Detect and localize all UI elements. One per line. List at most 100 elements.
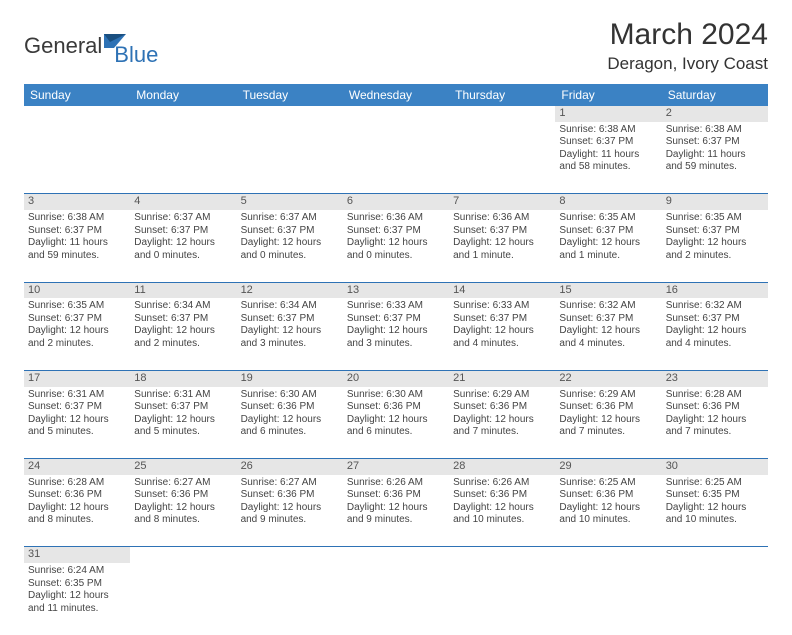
daynum-cell xyxy=(130,547,236,563)
day-number: 22 xyxy=(559,372,571,384)
daynum-cell: 26 xyxy=(237,459,343,475)
daynum-cell: 13 xyxy=(343,282,449,298)
day-cell: Sunrise: 6:36 AMSunset: 6:37 PMDaylight:… xyxy=(449,210,555,282)
daynum-cell: 6 xyxy=(343,194,449,210)
daynum-cell: 2 xyxy=(662,106,768,122)
sunset-text: Sunset: 6:37 PM xyxy=(347,313,445,326)
sunset-text: Sunset: 6:37 PM xyxy=(134,313,232,326)
day-number: 31 xyxy=(28,548,40,560)
sunrise-text: Sunrise: 6:30 AM xyxy=(241,389,339,402)
daylight-text: Daylight: 12 hours and 4 minutes. xyxy=(453,325,551,350)
day-cell: Sunrise: 6:31 AMSunset: 6:37 PMDaylight:… xyxy=(24,387,130,459)
daynum-cell: 15 xyxy=(555,282,661,298)
col-friday: Friday xyxy=(555,84,661,106)
daynum-cell xyxy=(130,106,236,122)
sunrise-text: Sunrise: 6:28 AM xyxy=(28,477,126,490)
sunrise-text: Sunrise: 6:36 AM xyxy=(453,212,551,225)
sunset-text: Sunset: 6:37 PM xyxy=(347,225,445,238)
sunset-text: Sunset: 6:37 PM xyxy=(453,313,551,326)
day-cell: Sunrise: 6:25 AMSunset: 6:35 PMDaylight:… xyxy=(662,475,768,547)
day-cell: Sunrise: 6:33 AMSunset: 6:37 PMDaylight:… xyxy=(343,298,449,370)
sunrise-text: Sunrise: 6:31 AM xyxy=(134,389,232,402)
day-cell xyxy=(343,122,449,194)
sunset-text: Sunset: 6:36 PM xyxy=(347,401,445,414)
day-number: 27 xyxy=(347,460,359,472)
daynum-cell: 14 xyxy=(449,282,555,298)
daylight-text: Daylight: 12 hours and 3 minutes. xyxy=(347,325,445,350)
daylight-text: Daylight: 12 hours and 10 minutes. xyxy=(453,502,551,527)
daynum-row: 10111213141516 xyxy=(24,282,768,298)
sunrise-text: Sunrise: 6:38 AM xyxy=(559,124,657,137)
daylight-text: Daylight: 12 hours and 7 minutes. xyxy=(559,414,657,439)
col-wednesday: Wednesday xyxy=(343,84,449,106)
location: Deragon, Ivory Coast xyxy=(607,54,768,74)
day-cell: Sunrise: 6:28 AMSunset: 6:36 PMDaylight:… xyxy=(24,475,130,547)
daynum-cell: 8 xyxy=(555,194,661,210)
daylight-text: Daylight: 12 hours and 7 minutes. xyxy=(453,414,551,439)
sunrise-text: Sunrise: 6:26 AM xyxy=(347,477,445,490)
sunset-text: Sunset: 6:37 PM xyxy=(559,136,657,149)
day-number: 9 xyxy=(666,195,672,207)
day-cell: Sunrise: 6:38 AMSunset: 6:37 PMDaylight:… xyxy=(24,210,130,282)
sunrise-text: Sunrise: 6:37 AM xyxy=(241,212,339,225)
day-number: 29 xyxy=(559,460,571,472)
week-row: Sunrise: 6:38 AMSunset: 6:37 PMDaylight:… xyxy=(24,122,768,194)
day-number: 4 xyxy=(134,195,140,207)
daynum-row: 31 xyxy=(24,547,768,563)
daylight-text: Daylight: 12 hours and 10 minutes. xyxy=(559,502,657,527)
daynum-cell xyxy=(449,106,555,122)
day-number: 21 xyxy=(453,372,465,384)
day-cell: Sunrise: 6:31 AMSunset: 6:37 PMDaylight:… xyxy=(130,387,236,459)
week-row: Sunrise: 6:35 AMSunset: 6:37 PMDaylight:… xyxy=(24,298,768,370)
sunrise-text: Sunrise: 6:35 AM xyxy=(28,300,126,313)
daynum-cell: 1 xyxy=(555,106,661,122)
sunrise-text: Sunrise: 6:37 AM xyxy=(134,212,232,225)
daylight-text: Daylight: 12 hours and 2 minutes. xyxy=(28,325,126,350)
daylight-text: Daylight: 12 hours and 4 minutes. xyxy=(666,325,764,350)
daynum-cell: 28 xyxy=(449,459,555,475)
daynum-row: 12 xyxy=(24,106,768,122)
daynum-cell xyxy=(24,106,130,122)
day-cell: Sunrise: 6:34 AMSunset: 6:37 PMDaylight:… xyxy=(237,298,343,370)
day-cell: Sunrise: 6:33 AMSunset: 6:37 PMDaylight:… xyxy=(449,298,555,370)
day-cell: Sunrise: 6:32 AMSunset: 6:37 PMDaylight:… xyxy=(662,298,768,370)
sunset-text: Sunset: 6:36 PM xyxy=(28,489,126,502)
daynum-cell xyxy=(662,547,768,563)
day-cell xyxy=(449,122,555,194)
sunset-text: Sunset: 6:35 PM xyxy=(666,489,764,502)
daylight-text: Daylight: 12 hours and 1 minute. xyxy=(453,237,551,262)
daylight-text: Daylight: 12 hours and 0 minutes. xyxy=(241,237,339,262)
daynum-cell: 4 xyxy=(130,194,236,210)
daylight-text: Daylight: 12 hours and 8 minutes. xyxy=(134,502,232,527)
sunrise-text: Sunrise: 6:27 AM xyxy=(241,477,339,490)
sunset-text: Sunset: 6:35 PM xyxy=(28,578,126,591)
daynum-cell: 22 xyxy=(555,370,661,386)
day-number: 5 xyxy=(241,195,247,207)
sunrise-text: Sunrise: 6:34 AM xyxy=(134,300,232,313)
title-block: March 2024 Deragon, Ivory Coast xyxy=(607,18,768,74)
day-cell: Sunrise: 6:38 AMSunset: 6:37 PMDaylight:… xyxy=(662,122,768,194)
daylight-text: Daylight: 12 hours and 5 minutes. xyxy=(134,414,232,439)
week-row: Sunrise: 6:28 AMSunset: 6:36 PM Daylight:… xyxy=(24,475,768,547)
sunrise-text: Sunrise: 6:28 AM xyxy=(666,389,764,402)
day-cell: Sunrise: 6:27 AMSunset: 6:36 PMDaylight:… xyxy=(237,475,343,547)
day-number: 25 xyxy=(134,460,146,472)
daynum-cell: 19 xyxy=(237,370,343,386)
daynum-row: 24252627282930 xyxy=(24,459,768,475)
day-cell: Sunrise: 6:35 AMSunset: 6:37 PMDaylight:… xyxy=(24,298,130,370)
sunset-text: Sunset: 6:37 PM xyxy=(666,136,764,149)
logo-text-blue: Blue xyxy=(114,42,158,68)
day-cell xyxy=(24,122,130,194)
day-cell: Sunrise: 6:35 AMSunset: 6:37 PMDaylight:… xyxy=(662,210,768,282)
daynum-cell xyxy=(237,547,343,563)
logo-text-general: General xyxy=(24,33,102,59)
header: General Blue March 2024 Deragon, Ivory C… xyxy=(24,18,768,74)
day-number: 12 xyxy=(241,284,253,296)
daylight-text: Daylight: 11 hours and 58 minutes. xyxy=(559,149,657,174)
daynum-cell: 10 xyxy=(24,282,130,298)
week-row: Sunrise: 6:31 AMSunset: 6:37 PMDaylight:… xyxy=(24,387,768,459)
page-title: March 2024 xyxy=(607,18,768,52)
day-cell xyxy=(449,563,555,635)
sunset-text: Sunset: 6:37 PM xyxy=(559,225,657,238)
day-number: 26 xyxy=(241,460,253,472)
